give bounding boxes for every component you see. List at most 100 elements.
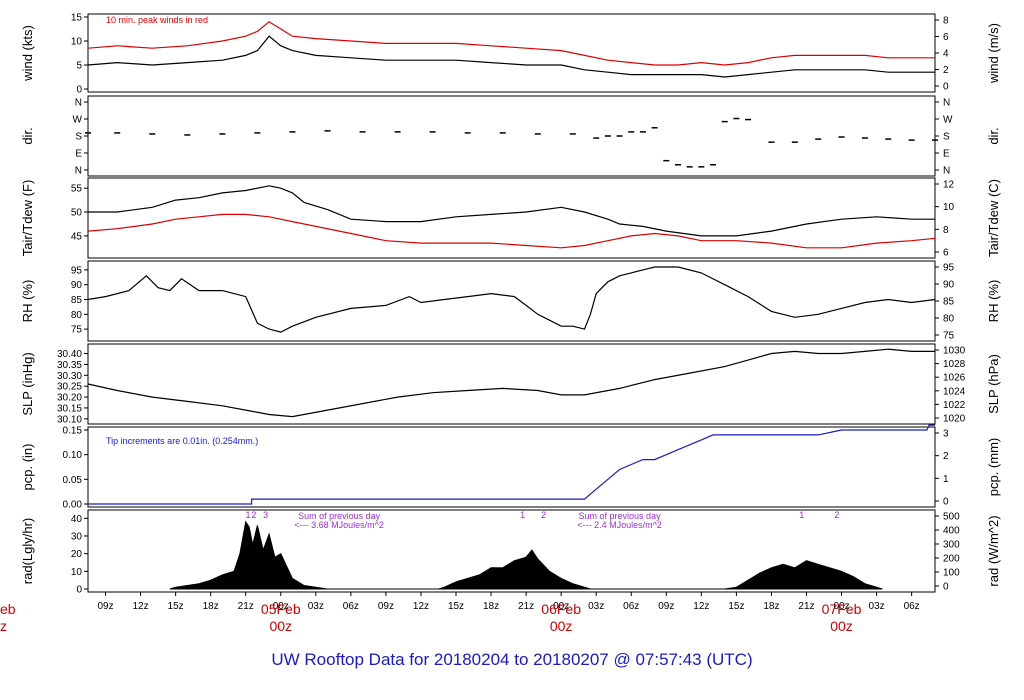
rh-left-tick-label: 75 [71,325,83,336]
slp-right-tick-label: 1028 [943,359,966,370]
x-tick-label: 09z [97,601,113,612]
temp-ylabel-right: Tair/Tdew (C) [986,179,1001,257]
dir-left-tick-label: N [75,98,82,109]
rad-annotation: <--- 3.68 MJoules/m^2 [294,520,384,530]
pcp-left-tick-label: 0.00 [63,500,83,511]
pcp-right-tick-label: 2 [943,451,949,462]
x-tick-label: 15z [448,601,464,612]
wind-panel-frame [87,13,936,93]
dir-panel-frame [87,95,936,177]
temp-left-tick-label: 45 [71,231,83,242]
rad-left-tick-label: 0 [76,585,82,596]
pcp-ylabel-right: pcp. (mm) [986,438,1001,497]
temp-left-tick-label: 50 [71,208,83,219]
dir-ylabel-left: dir. [20,127,35,144]
dir-right-tick-label: N [943,98,950,109]
slp-right-tick-label: 1026 [943,373,966,384]
dir-right-tick-label: S [943,132,950,143]
slp-panel-frame [87,343,936,425]
x-tick-label: 00z [553,601,569,612]
slp-right-tick-label: 1024 [943,386,966,397]
x-tick-label: 21z [518,601,534,612]
wind-left-tick-label: 0 [76,85,82,96]
rad-panel-frame [87,509,936,593]
rad-mark: 1 [799,510,804,520]
rh-right-tick-label: 75 [943,331,955,342]
rh-left-tick-label: 90 [71,280,83,291]
day-sublabel-cut: z [0,618,7,634]
x-tick-label: 06z [343,601,359,612]
wind-left-tick-label: 10 [71,37,83,48]
wind-series-peak [87,21,935,66]
x-tick-label: 09z [378,601,394,612]
rad-ylabel-right: rad (W/m^2) [986,515,1001,586]
rad-annotation: <--- 2.4 MJoules/m^2 [577,520,662,530]
dir-ylabel-right: dir. [986,127,1001,144]
dir-left-tick-label: W [73,115,83,126]
x-tick-label: 18z [483,601,499,612]
x-tick-label: 09z [658,601,674,612]
rh-right-tick-label: 90 [943,280,955,291]
pcp-annotation: Tip increments are 0.01in. (0.254mm.) [106,436,258,446]
x-tick-label: 12z [693,601,709,612]
temp-right-tick-label: 10 [943,202,955,213]
wind-ylabel-left: wind (kts) [20,25,35,82]
wind-right-tick-label: 6 [943,32,949,43]
slp-left-tick-label: 30.40 [57,349,82,360]
rad-mark: 1 [520,510,525,520]
dir-left-tick-label: E [75,149,82,160]
rad-ylabel-left: rad(Lgly/hr) [20,518,35,584]
rad-mark: 2 [834,510,839,520]
dir-right-tick-label: E [943,149,950,160]
temp-series-tair [88,185,935,237]
day-label: 06Feb [541,601,581,617]
rh-right-tick-label: 95 [943,263,955,274]
slp-left-tick-label: 30.10 [57,414,82,425]
page-title: UW Rooftop Data for 20180204 to 20180207… [271,650,753,669]
wind-series-wind [87,35,935,78]
rh-ylabel-left: RH (%) [20,280,35,323]
rad-left-tick-label: 20 [71,549,83,560]
slp-left-tick-label: 30.35 [57,360,82,371]
day-sublabel: 00z [269,618,292,634]
pcp-ylabel-left: pcp. (in) [20,444,35,491]
dir-right-tick-label: W [943,115,953,126]
x-tick-label: 15z [728,601,744,612]
pcp-right-tick-label: 3 [943,429,949,440]
rad-annotation: Sum of previous day [579,511,662,521]
slp-left-tick-label: 30.20 [57,393,82,404]
rad-right-tick-label: 0 [943,582,949,593]
x-tick-label: 12z [413,601,429,612]
pcp-left-tick-label: 0.05 [63,475,83,486]
x-tick-label: 03z [308,601,324,612]
rad-mark: 1 [246,510,251,520]
dir-left-tick-label: N [75,166,82,177]
wind-left-tick-label: 15 [71,13,83,24]
rh-right-tick-label: 85 [943,297,955,308]
x-tick-label: 21z [238,601,254,612]
slp-right-tick-label: 1030 [943,346,966,357]
temp-panel-frame [87,177,936,259]
slp-left-tick-label: 30.30 [57,371,82,382]
slp-ylabel-right: SLP (hPa) [986,354,1001,414]
wind-right-tick-label: 8 [943,16,949,27]
day-label: 05Feb [261,601,301,617]
rad-mark: 3 [263,510,268,520]
x-tick-label: 00z [833,601,849,612]
x-tick-label: 03z [869,601,885,612]
slp-ylabel-left: SLP (inHg) [20,352,35,415]
x-tick-label: 03z [588,601,604,612]
rad-mark: 2 [541,510,546,520]
x-tick-label: 18z [203,601,219,612]
x-tick-label: 06z [904,601,920,612]
rad-right-tick-label: 500 [943,512,960,523]
pcp-right-tick-label: 1 [943,474,949,485]
dir-right-tick-label: N [943,166,950,177]
pcp-panel-frame [87,426,936,508]
rad-annotation: Sum of previous day [298,511,381,521]
wind-left-tick-label: 5 [76,61,82,72]
rad-left-tick-label: 30 [71,531,83,542]
temp-right-tick-label: 8 [943,225,949,236]
rad-left-tick-label: 40 [71,514,83,525]
